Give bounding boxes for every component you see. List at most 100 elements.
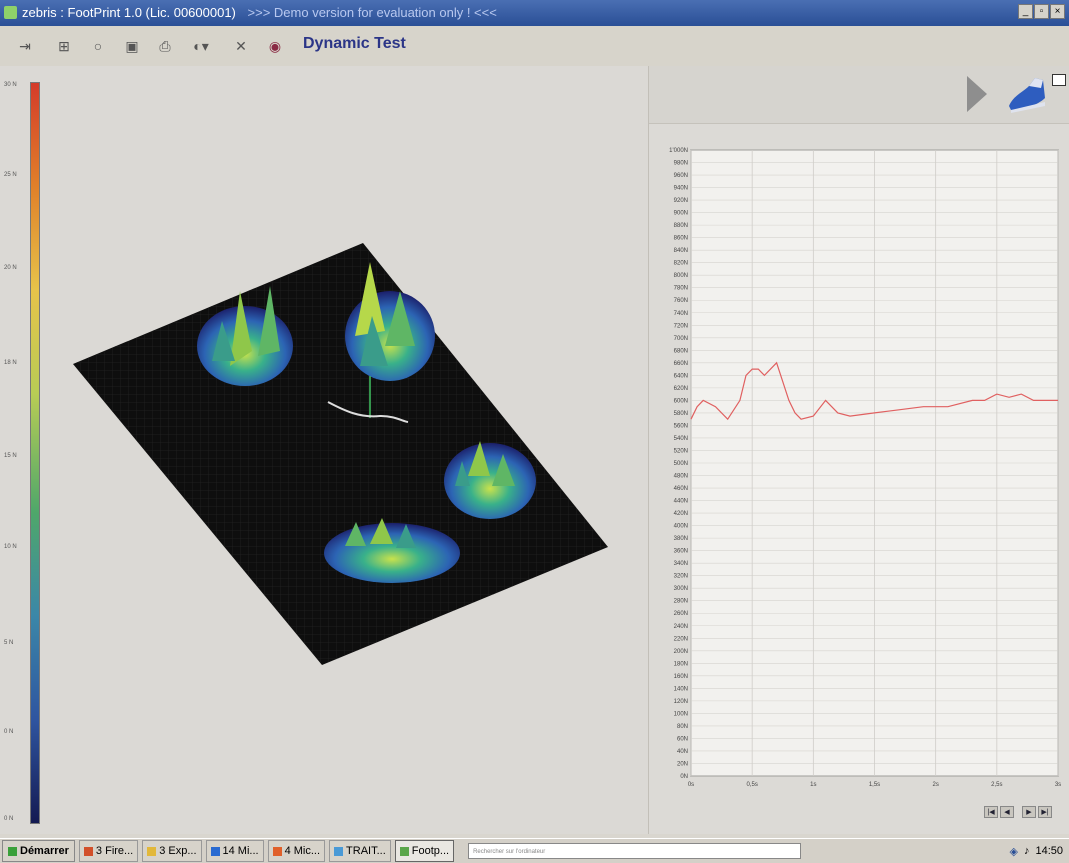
- y-tick-label: 880N: [674, 223, 688, 229]
- y-tick-label: 440N: [674, 499, 688, 505]
- y-tick-label: 80N: [677, 724, 688, 730]
- y-tick-label: 40N: [677, 749, 688, 755]
- y-tick-label: 740N: [674, 311, 688, 317]
- scale-tick: 25 N: [4, 172, 17, 178]
- y-tick-label: 980N: [674, 161, 688, 167]
- taskbar-item-label: 3 Exp...: [159, 845, 197, 857]
- y-tick-label: 200N: [674, 649, 688, 655]
- pressure-3d-view[interactable]: 30 N 25 N 20 N 18 N 15 N 10 N 5 N 0 N 0 …: [0, 66, 648, 834]
- y-tick-label: 820N: [674, 261, 688, 267]
- save-icon[interactable]: ▣: [125, 38, 139, 54]
- scale-tick: 0 N: [4, 729, 14, 735]
- prev-icon[interactable]: ◀: [1000, 806, 1014, 818]
- record-icon[interactable]: ◉: [268, 38, 282, 54]
- taskbar-item[interactable]: 4 Mic...: [267, 840, 326, 862]
- image-icon: [334, 846, 344, 856]
- minimize-button[interactable]: _: [1018, 4, 1033, 19]
- taskbar-item-label: 14 Mi...: [222, 845, 259, 857]
- start-button[interactable]: Démarrer: [2, 840, 75, 862]
- taskbar-item-footprint[interactable]: Footp...: [394, 840, 455, 862]
- y-tick-label: 100N: [674, 711, 688, 717]
- y-tick-label: 480N: [674, 474, 688, 480]
- force-color-scale: [30, 82, 40, 824]
- taskbar-item[interactable]: TRAIT...: [329, 840, 391, 862]
- print-icon[interactable]: ⎙: [159, 38, 171, 54]
- next-icon[interactable]: ▶: [1022, 806, 1036, 818]
- y-tick-label: 60N: [677, 736, 688, 742]
- x-tick-label: 2s: [932, 782, 938, 788]
- volume-icon[interactable]: ♪: [1023, 845, 1030, 857]
- y-tick-label: 220N: [674, 636, 688, 642]
- taskbar-item-label: 3 Fire...: [95, 845, 134, 857]
- first-icon[interactable]: |◀: [984, 806, 998, 818]
- force-line-chart: 1'000N 980N 960N 940N 920N 900N 880N 860N 840N 82…: [669, 148, 1061, 788]
- y-tick-label: 300N: [674, 586, 688, 592]
- y-tick-label: 340N: [674, 561, 688, 567]
- grid-icon[interactable]: ⊞: [58, 38, 70, 54]
- powerpoint-icon: [272, 846, 282, 856]
- close-button[interactable]: ×: [1050, 4, 1065, 19]
- shoe-icon[interactable]: [1005, 72, 1049, 116]
- y-tick-label: 860N: [674, 236, 688, 242]
- x-tick-label: 1s: [810, 782, 816, 788]
- search-input[interactable]: Rechercher sur l'ordinateur: [468, 843, 802, 859]
- window-titlebar: zebris : FootPrint 1.0 (Lic. 00600001) >…: [0, 0, 1069, 26]
- taskbar-item[interactable]: 3 Exp...: [142, 840, 202, 862]
- y-tick-label: 660N: [674, 361, 688, 367]
- word-icon: [210, 846, 220, 856]
- y-tick-label: 320N: [674, 574, 688, 580]
- start-label: Démarrer: [20, 845, 69, 857]
- y-tick-label: 680N: [674, 348, 688, 354]
- y-tick-label: 580N: [674, 411, 688, 417]
- maximize-button[interactable]: ▫: [1034, 4, 1049, 19]
- settings-icon[interactable]: ✕: [235, 38, 247, 54]
- dropdown-icon[interactable]: ◐▾: [193, 38, 209, 54]
- x-tick-label: 3s: [1055, 782, 1061, 788]
- y-tick-label: 540N: [674, 436, 688, 442]
- footprint-right-forefoot: [324, 518, 460, 583]
- y-tick-label: 920N: [674, 198, 688, 204]
- y-tick-label: 840N: [674, 248, 688, 254]
- scale-tick: 5 N: [4, 640, 14, 646]
- taskbar: Démarrer 3 Fire... 3 Exp... 14 Mi... 4 M…: [0, 838, 1069, 863]
- scale-tick: 0 N: [4, 816, 14, 822]
- exit-icon[interactable]: ⇥: [19, 38, 31, 54]
- scale-tick: 30 N: [4, 82, 17, 88]
- firefox-icon: [83, 846, 93, 856]
- play-button[interactable]: [967, 76, 987, 112]
- x-tick-label: 0,5s: [746, 782, 757, 788]
- y-tick-label: 0N: [680, 774, 688, 780]
- y-tick-label: 720N: [674, 323, 688, 329]
- taskbar-item-label: TRAIT...: [346, 845, 386, 857]
- y-tick-label: 160N: [674, 674, 688, 680]
- x-tick-label: 1,5s: [869, 782, 880, 788]
- circle-icon[interactable]: ○: [93, 38, 103, 54]
- clock: 14:50: [1035, 845, 1063, 857]
- scale-tick: 10 N: [4, 544, 17, 550]
- last-icon[interactable]: ▶|: [1038, 806, 1052, 818]
- taskbar-item[interactable]: 3 Fire...: [78, 840, 139, 862]
- scale-tick: 18 N: [4, 360, 17, 366]
- y-tick-label: 780N: [674, 286, 688, 292]
- window-icon[interactable]: [1052, 74, 1066, 86]
- y-tick-label: 280N: [674, 599, 688, 605]
- y-tick-label: 380N: [674, 536, 688, 542]
- y-tick-label: 140N: [674, 686, 688, 692]
- network-icon[interactable]: ◈: [1009, 845, 1018, 858]
- y-tick-label: 120N: [674, 699, 688, 705]
- system-tray: ◈ ♪ 14:50: [1010, 845, 1064, 858]
- taskbar-item-label: 4 Mic...: [284, 845, 321, 857]
- scale-tick: 20 N: [4, 265, 17, 271]
- y-tick-label: 180N: [674, 661, 688, 667]
- y-tick-label: 700N: [674, 336, 688, 342]
- cop-trace: [327, 401, 409, 423]
- y-tick-label: 800N: [674, 273, 688, 279]
- y-tick-label: 420N: [674, 511, 688, 517]
- windows-logo-icon: [8, 846, 17, 856]
- y-tick-label: 360N: [674, 549, 688, 555]
- y-tick-label: 240N: [674, 624, 688, 630]
- window-title: zebris : FootPrint 1.0 (Lic. 00600001): [22, 5, 236, 20]
- taskbar-item[interactable]: 14 Mi...: [205, 840, 264, 862]
- y-tick-label: 500N: [674, 461, 688, 467]
- folder-icon: [147, 846, 157, 856]
